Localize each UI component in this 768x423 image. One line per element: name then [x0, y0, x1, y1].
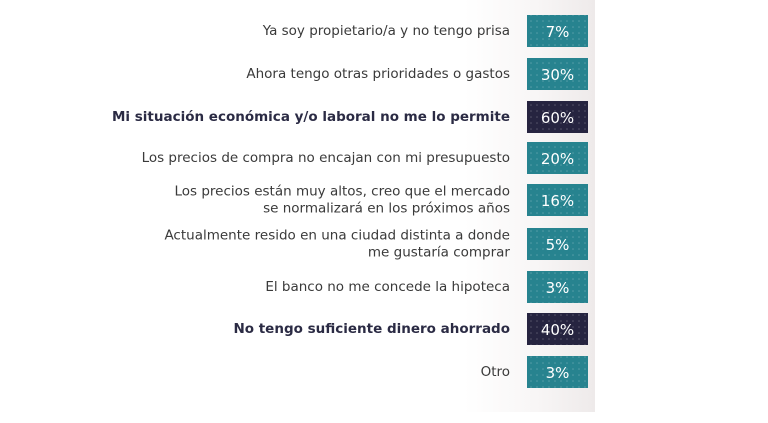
table-row: Los precios están muy altos, creo que el… — [174, 184, 588, 217]
value-box-texture — [527, 101, 588, 133]
table-row: Ahora tengo otras prioridades o gastos 30… — [246, 58, 588, 90]
row-label: me gustaría comprar — [368, 245, 511, 261]
row-label: Mi situación económica y/o laboral no me… — [112, 109, 510, 125]
value-label: 40% — [541, 321, 574, 339]
value-box-texture — [527, 184, 588, 216]
value-label: 60% — [541, 109, 574, 127]
value-box-texture — [527, 313, 588, 345]
value-label: 5% — [546, 236, 570, 254]
value-box-texture — [527, 271, 588, 303]
row-label: se normalizará en los próximos años — [263, 201, 510, 217]
row-label: Los precios de compra no encajan con mi … — [142, 150, 510, 166]
table-row: No tengo suficiente dinero ahorrado 40% — [233, 313, 588, 345]
row-label: No tengo suficiente dinero ahorrado — [233, 321, 510, 337]
value-box-texture — [527, 58, 588, 90]
value-label: 16% — [541, 192, 574, 210]
row-label: Actualmente resido en una ciudad distint… — [164, 228, 510, 244]
row-label: Los precios están muy altos, creo que el… — [174, 184, 510, 200]
table-row: Actualmente resido en una ciudad distint… — [164, 228, 588, 261]
value-label: 7% — [546, 23, 570, 41]
table-row: Otro 3% — [481, 356, 588, 388]
value-box-texture — [527, 142, 588, 174]
value-box-texture — [527, 228, 588, 260]
rows-layer: Ya soy propietario/a y no tengo prisa 7% A… — [112, 15, 588, 388]
table-row: Mi situación económica y/o laboral no me… — [112, 101, 588, 133]
value-box-texture — [527, 15, 588, 47]
value-box-texture — [527, 356, 588, 388]
table-row: Ya soy propietario/a y no tengo prisa 7% — [262, 15, 588, 47]
value-label: 30% — [541, 66, 574, 84]
value-label: 3% — [546, 279, 570, 297]
chart: Ya soy propietario/a y no tengo prisa 7% A… — [112, 15, 588, 388]
value-label: 20% — [541, 150, 574, 168]
chart-panel: Ya soy propietario/a y no tengo prisa 7% A… — [0, 0, 595, 412]
row-label: Ahora tengo otras prioridades o gastos — [246, 66, 510, 82]
table-row: Los precios de compra no encajan con mi … — [142, 142, 588, 174]
table-row: El banco no me concede la hipoteca 3% — [265, 271, 588, 303]
row-label: El banco no me concede la hipoteca — [265, 279, 510, 295]
row-label: Ya soy propietario/a y no tengo prisa — [262, 23, 510, 39]
row-label: Otro — [481, 364, 510, 380]
value-label: 3% — [546, 364, 570, 382]
